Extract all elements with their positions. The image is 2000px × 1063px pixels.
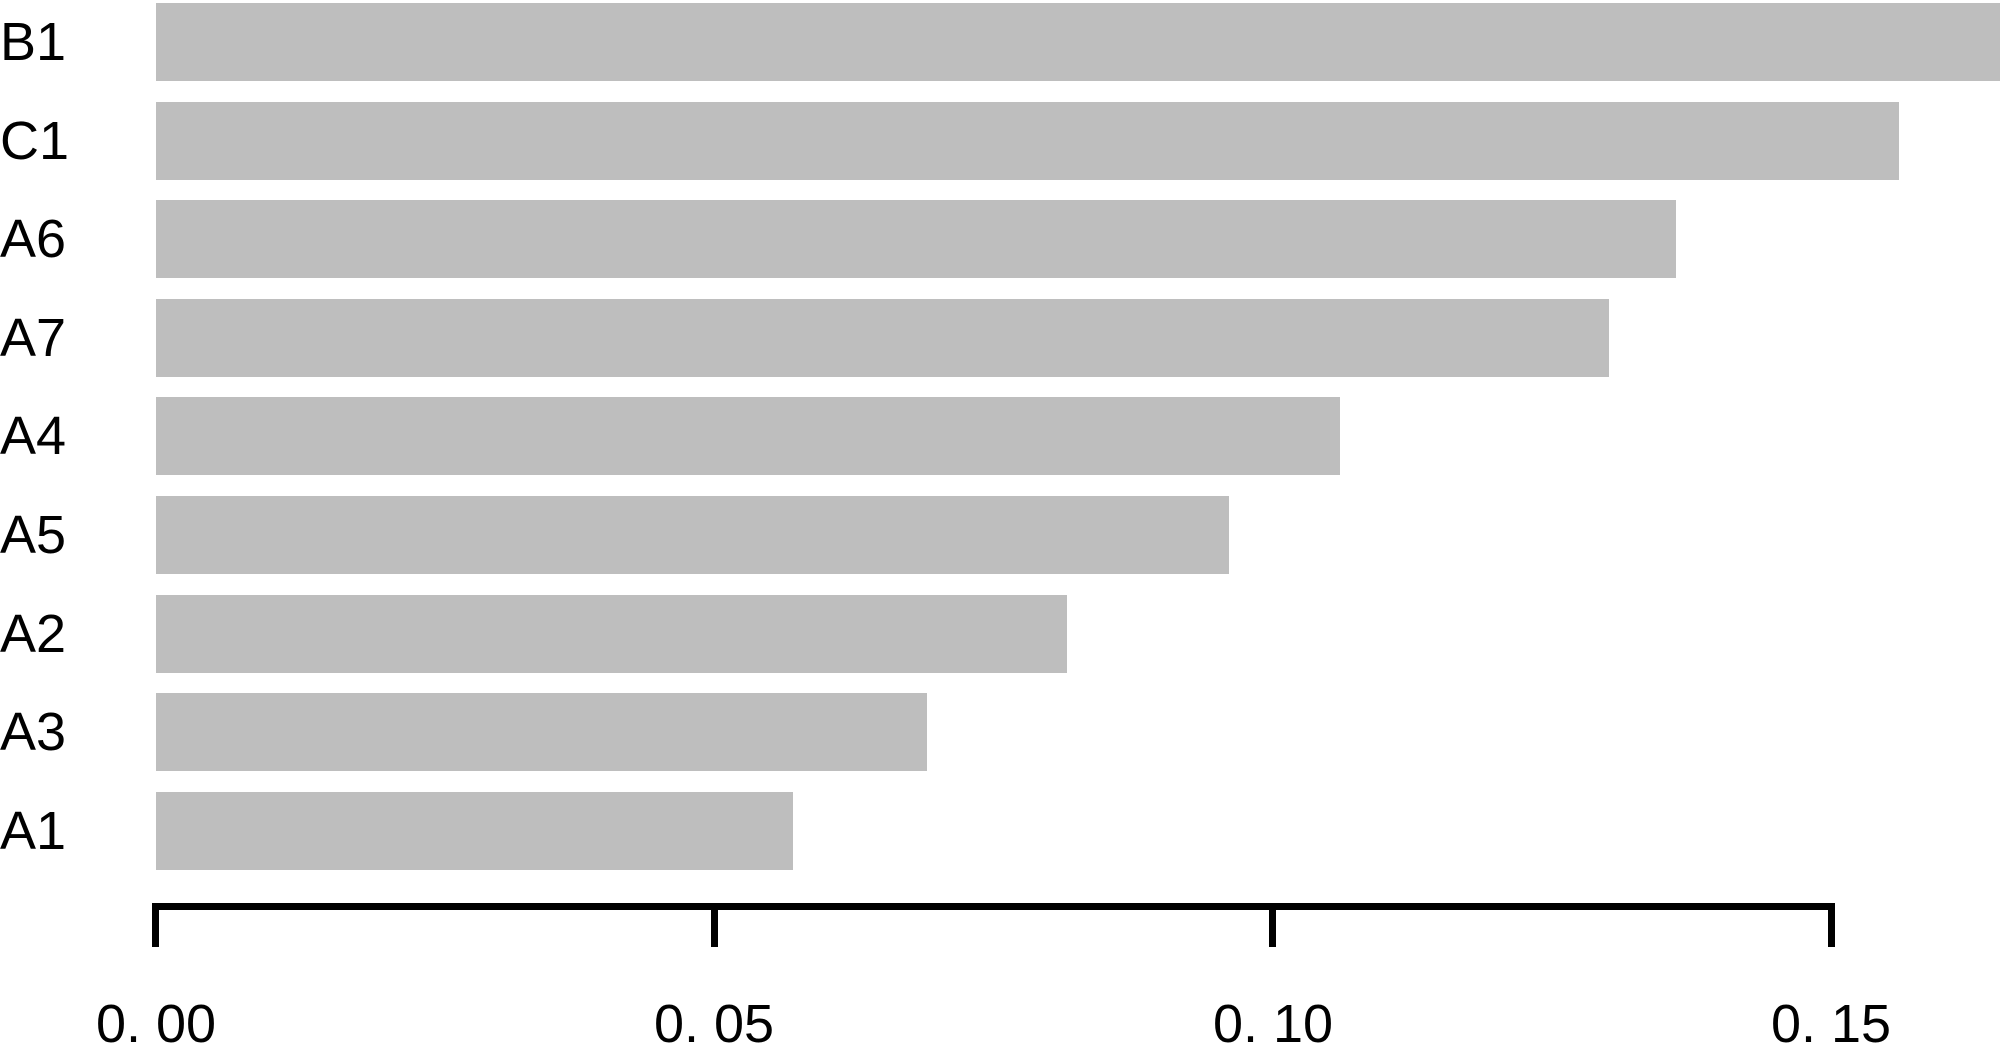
- bar-C1: [156, 102, 1899, 180]
- y-axis-label-A6: A6: [0, 209, 67, 269]
- x-axis-tick-label-3: 0. 15: [1770, 994, 1892, 1054]
- bar-A4: [156, 397, 1340, 475]
- bar-A5: [156, 496, 1229, 574]
- y-axis-label-C1: C1: [0, 111, 70, 171]
- x-axis-tick-label-0: 0. 00: [95, 994, 217, 1054]
- y-axis-label-A2: A2: [0, 604, 67, 664]
- y-axis-label-A4: A4: [0, 406, 67, 466]
- bar-A3: [156, 693, 927, 771]
- y-axis-label-A3: A3: [0, 702, 67, 762]
- x-axis-tick-3: [1828, 903, 1835, 947]
- bar-A7: [156, 299, 1609, 377]
- bar-A1: [156, 792, 793, 870]
- x-axis-tick-label-1: 0. 05: [653, 994, 775, 1054]
- x-axis-tick-label-2: 0. 10: [1212, 994, 1334, 1054]
- bar-B1: [156, 3, 2000, 81]
- y-axis-label-A1: A1: [0, 801, 67, 861]
- bar-A2: [156, 595, 1067, 673]
- y-axis-label-A7: A7: [0, 308, 67, 368]
- x-axis-line: [152, 903, 1835, 910]
- x-axis-tick-2: [1269, 903, 1276, 947]
- x-axis-tick-1: [711, 903, 718, 947]
- bar-A6: [156, 200, 1676, 278]
- x-axis-tick-0: [152, 903, 159, 947]
- y-axis-label-A5: A5: [0, 505, 67, 565]
- y-axis-label-B1: B1: [0, 12, 67, 72]
